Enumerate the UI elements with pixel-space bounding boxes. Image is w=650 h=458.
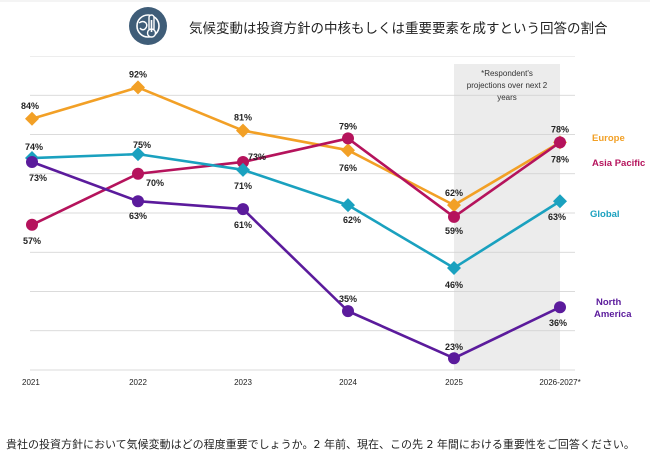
- north-america-point: [448, 352, 460, 365]
- asia-pacific-point: [237, 155, 249, 168]
- global-data-label: 62%: [343, 215, 361, 225]
- x-tick-label: 2023: [234, 378, 252, 387]
- global-data-label: 46%: [445, 280, 463, 290]
- chart-title: 気候変動は投資方針の中核もしくは重要要素を成すという回答の割合: [189, 21, 608, 37]
- chart-footnote: 貴社の投資方針において気候変動はどの程度重要でしょうか。2 年前、現在、この先 …: [6, 438, 635, 451]
- projection-note-line: years: [497, 93, 517, 102]
- asia-pacific-data-label: 79%: [339, 121, 357, 131]
- asia-pacific-point: [448, 210, 460, 223]
- europe-point: [447, 198, 461, 213]
- line-chart: *Respondent's projections over next 2 year…: [21, 56, 645, 387]
- global-point: [553, 194, 567, 209]
- projection-note-line: *Respondent's: [481, 69, 533, 78]
- x-tick-label: 2022: [129, 378, 147, 387]
- global-data-label: 74%: [25, 142, 43, 152]
- thermometer-globe-icon: [129, 7, 167, 45]
- asia-pacific-series-name: Asia Pacific: [592, 158, 645, 169]
- x-tick-label: 2021: [22, 378, 40, 387]
- europe-data-label: 84%: [21, 101, 39, 111]
- europe-data-label: 81%: [234, 113, 252, 123]
- europe-data-label: 78%: [551, 124, 569, 134]
- asia-pacific-data-label: 78%: [551, 154, 569, 164]
- europe-series-name: Europe: [592, 133, 625, 144]
- north-america-data-label: 73%: [29, 173, 47, 183]
- asia-pacific-data-label: 57%: [23, 236, 41, 246]
- europe-data-label: 76%: [339, 163, 357, 173]
- asia-pacific-data-label: 70%: [146, 178, 164, 188]
- global-line: [31, 152, 561, 270]
- north-america-point: [132, 195, 144, 208]
- north-america-data-label: 35%: [339, 294, 357, 304]
- chart-header: 気候変動は投資方針の中核もしくは重要要素を成すという回答の割合: [0, 0, 650, 56]
- europe-point: [25, 111, 39, 126]
- asia-pacific-line: [31, 137, 561, 226]
- north-america-data-label: 61%: [234, 220, 252, 230]
- europe-data-label: 92%: [129, 69, 147, 79]
- global-point: [131, 147, 145, 162]
- north-america-series-name: North America: [594, 297, 632, 320]
- projection-band: [454, 64, 560, 370]
- europe-point: [236, 123, 250, 138]
- north-america-data-label: 63%: [129, 211, 147, 221]
- top-bar: [0, 0, 650, 2]
- x-tick-label: 2026-2027*: [539, 378, 580, 387]
- europe-point: [131, 80, 145, 95]
- north-america-point: [237, 203, 249, 216]
- global-point: [341, 198, 355, 213]
- north-america-point: [554, 301, 566, 314]
- north-america-line: [31, 160, 561, 360]
- europe-point: [341, 143, 355, 158]
- global-data-label: 71%: [234, 181, 252, 191]
- asia-pacific-point: [342, 132, 354, 145]
- asia-pacific-data-label: 59%: [445, 226, 463, 236]
- asia-pacific-point: [132, 167, 144, 180]
- north-america-point: [342, 305, 354, 318]
- north-america-data-label: 23%: [445, 342, 463, 352]
- projection-note-line: projections over next 2: [467, 81, 548, 90]
- europe-data-label: 62%: [445, 188, 463, 198]
- global-point: [236, 162, 250, 177]
- global-series-name: Global: [590, 209, 620, 220]
- asia-pacific-data-label: 73%: [248, 152, 266, 162]
- global-point: [447, 260, 461, 275]
- x-tick-label: 2024: [339, 378, 357, 387]
- global-data-label: 75%: [133, 140, 151, 150]
- europe-line: [31, 86, 561, 207]
- asia-pacific-point: [26, 218, 38, 231]
- asia-pacific-point: [554, 136, 566, 149]
- north-america-data-label: 36%: [549, 318, 567, 328]
- global-data-label: 63%: [548, 212, 566, 222]
- north-america-point: [26, 155, 38, 168]
- x-tick-label: 2025: [445, 378, 463, 387]
